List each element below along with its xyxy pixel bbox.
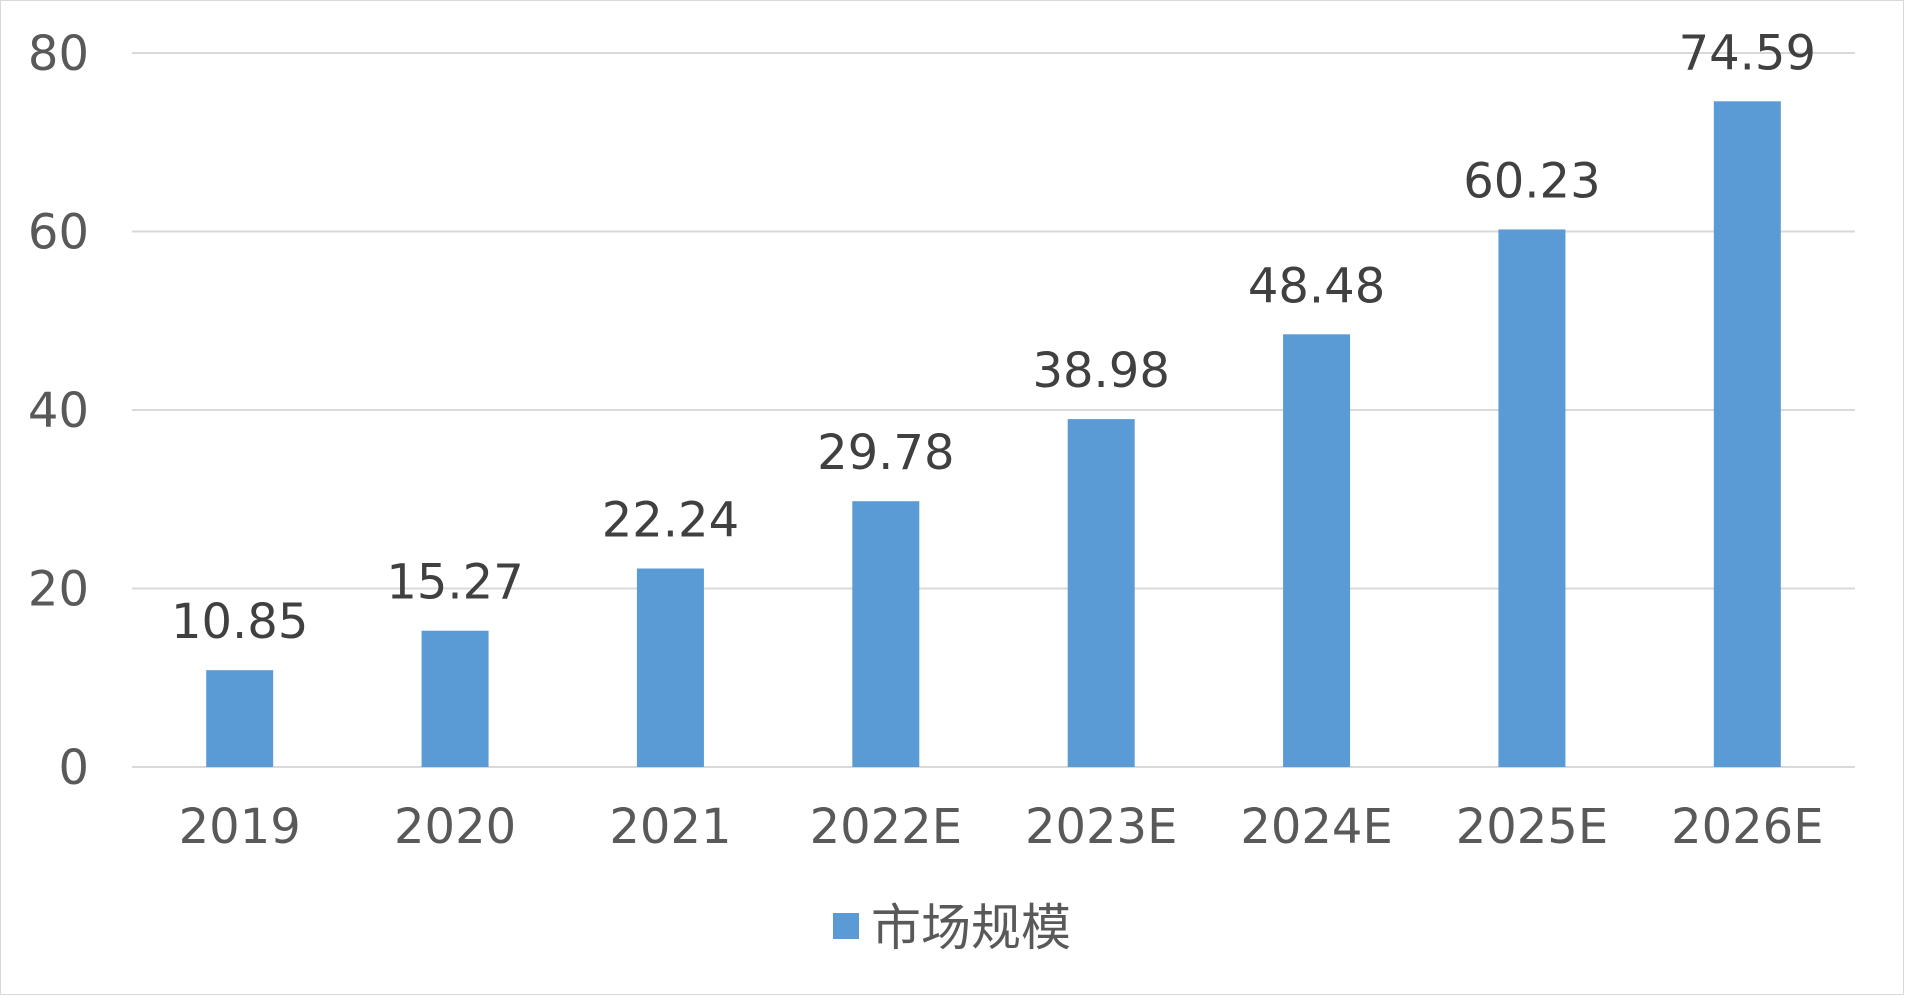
legend-label: 市场规模	[871, 899, 1071, 957]
y-axis-ticks: 0 20 40 60 80	[28, 26, 89, 796]
bars	[206, 101, 1781, 768]
data-label: 74.59	[1679, 25, 1816, 81]
x-tick-label: 2022E	[810, 799, 962, 855]
y-tick-label: 80	[28, 26, 89, 82]
x-tick-label: 2024E	[1240, 799, 1392, 855]
x-tick-label: 2023E	[1025, 799, 1177, 855]
data-label: 29.78	[817, 425, 954, 481]
data-label: 38.98	[1032, 343, 1169, 399]
data-label: 15.27	[386, 555, 523, 611]
y-tick-label: 0	[58, 740, 89, 796]
y-tick-label: 40	[28, 383, 89, 439]
x-tick-label: 2025E	[1456, 799, 1608, 855]
grid-layer	[132, 52, 1855, 768]
data-labels: 10.85 15.27 22.24 29.78 38.98 48.48 60.23 74.59	[171, 25, 1816, 650]
data-label: 60.23	[1463, 153, 1600, 209]
x-tick-label: 2026E	[1671, 799, 1823, 855]
legend: 市场规模	[833, 899, 1071, 957]
bar-2019	[206, 670, 274, 767]
bar-2026E	[1713, 101, 1781, 768]
x-tick-label: 2021	[609, 799, 731, 855]
bar-2025E	[1498, 229, 1566, 767]
bar-2023E	[1067, 419, 1135, 767]
data-label: 22.24	[602, 493, 739, 549]
bar-2021	[636, 568, 704, 767]
x-axis-ticks: 2019 2020 2021 2022E 2023E 2024E 2025E 2026E	[179, 799, 1824, 855]
bar-2022E	[852, 501, 920, 767]
y-tick-label: 60	[28, 205, 89, 261]
x-tick-label: 2020	[394, 799, 516, 855]
data-label: 48.48	[1248, 258, 1385, 314]
y-tick-label: 20	[28, 562, 89, 618]
bar-2024E	[1283, 334, 1351, 767]
data-label: 10.85	[171, 594, 308, 650]
bar-2020	[421, 630, 489, 767]
legend-swatch	[833, 913, 859, 939]
x-tick-label: 2019	[179, 799, 301, 855]
